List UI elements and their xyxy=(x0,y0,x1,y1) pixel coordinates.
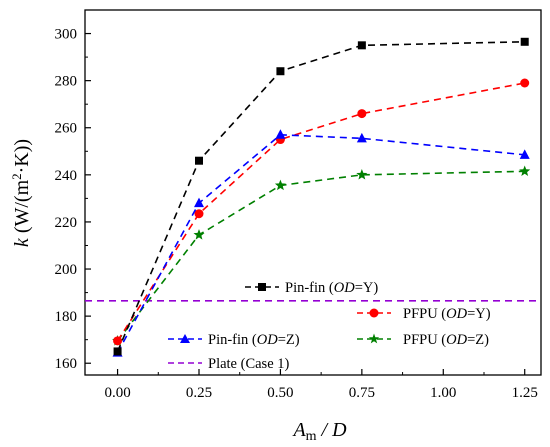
legend-marker-pinfin-y xyxy=(258,283,266,291)
y-tick-label: 300 xyxy=(55,27,78,43)
legend-marker-pinfin-z xyxy=(180,334,190,343)
legend: Pin-fin (OD=Y) PFPU (OD=Y) Pin-fin (OD=Z… xyxy=(168,280,491,372)
legend-marker-pfpu-y xyxy=(369,308,379,318)
series-line-pfpu-od-y xyxy=(116,82,525,342)
point-pin-fin-od-y xyxy=(276,67,285,76)
point-pfpu-od-y xyxy=(113,336,123,346)
point-pfpu-od-y xyxy=(520,78,530,88)
point-pfpu-od-y xyxy=(194,209,204,219)
y-tick-label: 200 xyxy=(55,262,78,278)
point-pin-fin-od-z xyxy=(519,149,530,159)
legend-label-pinfin-y: Pin-fin (OD=Y) xyxy=(285,280,378,296)
y-tick-label: 180 xyxy=(55,309,78,325)
x-tick-label: 1.25 xyxy=(512,385,538,401)
series-line-pin-fin-od-y xyxy=(116,40,525,352)
x-tick-label: 0.25 xyxy=(186,385,212,401)
point-pin-fin-od-y xyxy=(113,347,122,356)
series-layer xyxy=(85,37,541,357)
point-pin-fin-od-z xyxy=(356,132,367,143)
point-pin-fin-od-y xyxy=(520,37,529,46)
legend-label-pfpu-y: PFPU (OD=Y) xyxy=(403,306,491,322)
legend-label-plate: Plate (Case 1) xyxy=(208,356,290,372)
point-pin-fin-od-z xyxy=(275,129,286,139)
legend-marker-pfpu-z xyxy=(368,333,380,344)
point-pfpu-od-z xyxy=(356,169,368,180)
legend-entry-plate: Plate (Case 1) xyxy=(168,356,290,372)
x-axis-title: Am / D xyxy=(291,419,347,444)
point-pin-fin-od-y xyxy=(195,156,203,165)
y-tick-label: 280 xyxy=(55,74,78,90)
plot-frame xyxy=(84,9,542,376)
y-axis-title: k (W/(m2·K)) xyxy=(9,139,33,247)
legend-entry-pfpu-z xyxy=(357,333,391,344)
point-pfpu-od-z xyxy=(519,165,531,176)
point-pfpu-od-z xyxy=(274,179,286,191)
legend-entry-pfpu-y xyxy=(357,308,391,318)
x-tick-label: 1.00 xyxy=(430,385,456,401)
legend-entry-pinfin-z: Pin-fin (OD=Z) xyxy=(168,332,300,348)
y-tick-label: 160 xyxy=(55,356,78,372)
legend-label-pinfin-z: Pin-fin (OD=Z) xyxy=(208,332,300,348)
point-pfpu-od-z xyxy=(193,229,205,240)
legend-entry-pinfin-y: Pin-fin (OD=Y) xyxy=(245,280,378,296)
x-tick-label: 0.50 xyxy=(267,385,293,401)
point-pin-fin-od-z xyxy=(194,197,204,208)
x-tick-label: 0.00 xyxy=(104,385,130,401)
point-pfpu-od-y xyxy=(357,109,367,119)
x-tick-label: 0.75 xyxy=(349,385,375,401)
point-pin-fin-od-y xyxy=(357,41,366,50)
y-tick-label: 260 xyxy=(55,121,78,137)
y-tick-label: 220 xyxy=(55,215,78,231)
axis-ticks: 0.00 0.25 0.50 0.75 1.00 1.25 160 180 200 220 240 2… xyxy=(55,27,538,401)
legend-label-pfpu-z: PFPU (OD=Z) xyxy=(403,332,489,348)
y-tick-label: 240 xyxy=(55,168,78,184)
